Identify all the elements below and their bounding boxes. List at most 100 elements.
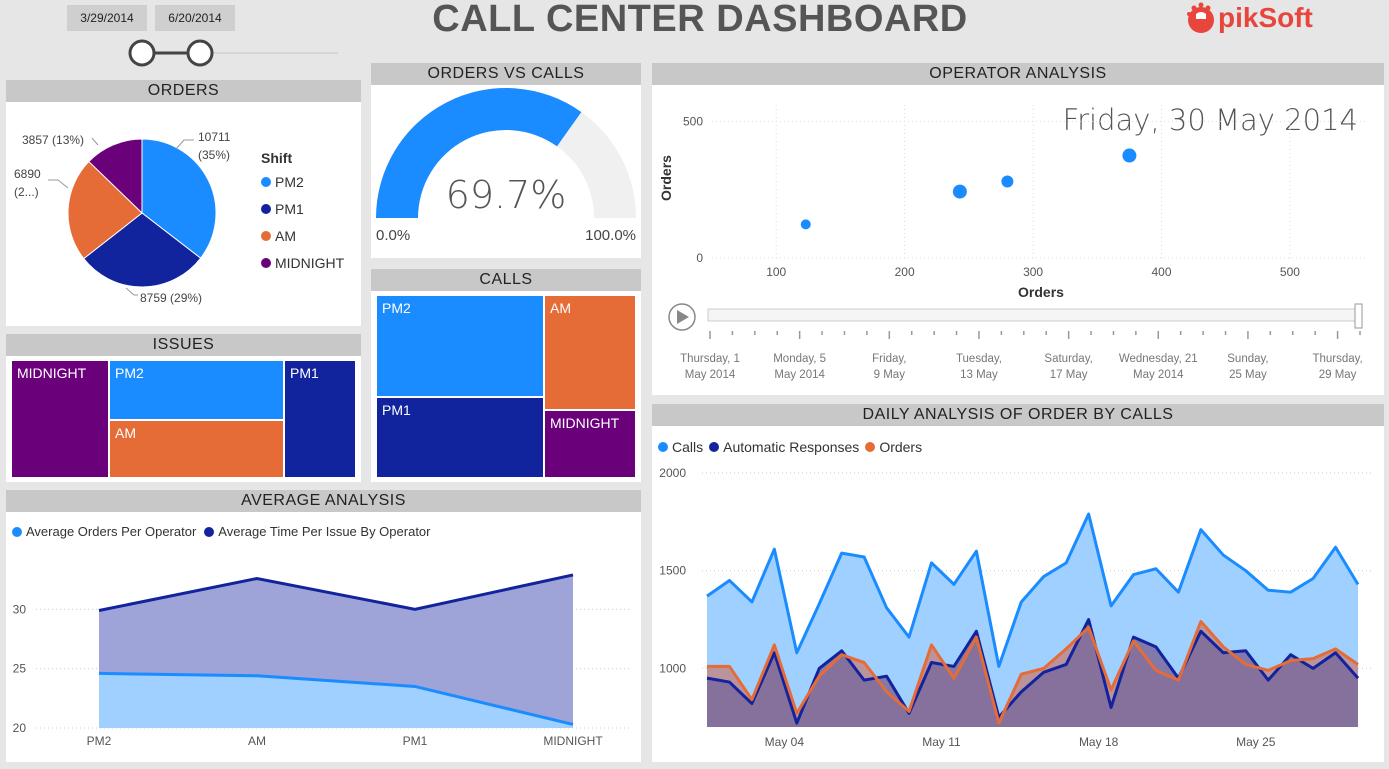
calls-midnight[interactable]: MIDNIGHT [545,411,635,477]
avg-xtick: PM2 [87,734,112,748]
scatter-xtick: 500 [1280,265,1300,279]
scatter-point[interactable] [1122,148,1137,163]
pie-leader-am [48,179,69,189]
gauge-min-label: 0.0% [376,227,411,244]
legend-label-orders: Orders [879,439,923,455]
timeline-label-line1: Thursday, 1 [680,353,740,365]
average-area-chart[interactable]: 20 25 30 PM2 AM PM1 MIDNIGHT [6,490,641,762]
legend-dot-automatic-responses [709,442,720,452]
pie-slice-pm2[interactable] [141,138,217,259]
orders-vs-calls-gauge[interactable] [371,63,641,258]
scatter-xtick: 400 [1151,265,1171,279]
scatter-point[interactable] [1001,175,1014,188]
timeline-track[interactable] [707,308,1359,322]
legend-label-orders-per-operator: Average Orders Per Operator [26,524,197,539]
daily-analysis-panel: DAILY ANALYSIS OF ORDER BY CALLS Calls A… [652,404,1384,762]
avg-ytick: 25 [13,662,27,676]
scatter-point[interactable] [952,184,967,199]
orders-panel: ORDERS 10711 (35%) 8759 (29%) 6890 (2...) 385… [6,80,361,326]
legend-label-time-per-issue: Average Time Per Issue By Operator [218,524,431,539]
timeline-label-line2: 29 May [1319,369,1357,381]
pie-slice-pm1[interactable] [83,212,202,288]
timeline-label-line1: Friday, [872,353,906,365]
shift-legend-label: PM2 [275,174,304,190]
average-legend: Average Orders Per Operator Average Time… [12,524,431,539]
avg-line-series-0[interactable] [98,671,574,726]
average-analysis-panel: AVERAGE ANALYSIS Average Orders Per Oper… [6,490,641,762]
shift-legend-title: Shift [261,150,293,166]
timeline-label-line1: Saturday, [1044,353,1092,365]
shift-legend-dot [261,258,271,268]
scatter-xlabel: Orders [1018,284,1064,300]
calls-panel: CALLS PM2 AM PM1 MIDNIGHT [371,269,641,482]
daily-area-chart[interactable]: 1000 1500 2000 May 04 May 11 May 18 May 25 [652,404,1384,762]
avg-area-series-0-front [99,673,573,728]
issues-pm1[interactable]: PM1 [285,361,355,477]
avg-xtick: AM [248,734,266,748]
operator-scatter-chart[interactable]: 100 200 300 400 500 0 500 Orders Orders Thursday,… [652,63,1384,395]
slider-start-handle [128,39,156,67]
slider-end-handle [186,39,214,67]
logo-icon [1187,2,1214,33]
pie-label-pm1: 8759 (29%) [140,291,202,305]
daily-xtick: May 18 [1079,735,1119,749]
legend-label-calls: Calls [672,439,704,455]
legend-dot-orders [865,442,876,452]
issues-am[interactable]: AM [110,421,283,477]
issues-pm2[interactable]: PM2 [110,361,283,419]
calls-am[interactable]: AM [545,296,635,409]
calls-pm2[interactable]: PM2 [377,296,543,396]
scatter-ytick: 500 [683,114,703,128]
pie-label-am-pct: (2...) [14,185,39,199]
date-range-slider[interactable] [125,38,340,68]
scatter-xtick: 200 [895,265,915,279]
daily-line-orders[interactable] [707,619,1359,725]
shift-legend-pm2[interactable]: PM2 [261,174,304,190]
timeline-label-line2: 25 May [1229,369,1267,381]
daily-line-automatic-responses[interactable] [706,618,1360,725]
start-date-box[interactable]: 3/29/2014 [67,5,147,31]
pie-slice-midnight[interactable] [88,138,143,215]
timeline-label-line2: May 2014 [685,369,736,381]
daily-ytick: 2000 [659,466,686,480]
avg-xtick: PM1 [403,734,428,748]
shift-legend-label: PM1 [275,201,304,217]
logo-text: pikSoft [1218,2,1313,33]
gauge-remaining-arc [557,112,636,218]
timeline-label-line1: Wednesday, 21 [1119,353,1198,365]
calls-pm1[interactable]: PM1 [377,398,543,477]
avg-xtick: MIDNIGHT [543,734,603,748]
shift-legend-dot [261,177,271,187]
daily-xtick: May 04 [765,735,805,749]
scatter-xtick: 100 [766,265,786,279]
logo: pikSoft [1184,0,1313,36]
avg-line-series-1[interactable] [98,573,574,612]
end-date-box[interactable]: 6/20/2014 [155,5,235,31]
shift-legend-dot [261,231,271,241]
pie-label-midnight: 3857 (13%) [22,133,84,147]
pie-slice-am[interactable] [67,160,143,260]
shift-legend-dot [261,204,271,214]
pie-leader-pm2 [175,139,194,150]
shift-legend-label: AM [275,228,296,244]
issues-midnight[interactable]: MIDNIGHT [12,361,108,477]
shift-legend-midnight[interactable]: MIDNIGHT [261,255,344,271]
shift-legend-pm1[interactable]: PM1 [261,201,304,217]
average-analysis-title: AVERAGE ANALYSIS [6,490,641,512]
timeline-label-line1: Thursday, [1312,353,1362,365]
timeline-handle[interactable] [1354,303,1363,329]
legend-dot-calls [658,442,668,452]
legend-dot-time-per-issue [204,526,215,537]
daily-line-calls[interactable] [706,512,1360,668]
scatter-point[interactable] [800,219,811,230]
pie-leader-midnight [91,137,99,146]
shift-legend-am[interactable]: AM [261,228,296,244]
daily-xtick: May 25 [1236,735,1276,749]
timeline-label-line1: Monday, 5 [773,353,826,365]
calls-title: CALLS [371,269,641,291]
gauge-value-arc [376,88,582,218]
orders-pie-chart[interactable]: 10711 (35%) 8759 (29%) 6890 (2...) 3857 (13%) [6,80,361,326]
legend-dot-orders-per-operator [12,526,22,537]
daily-analysis-title: DAILY ANALYSIS OF ORDER BY CALLS [652,404,1384,426]
timeline-label-line2: 13 May [960,369,998,381]
